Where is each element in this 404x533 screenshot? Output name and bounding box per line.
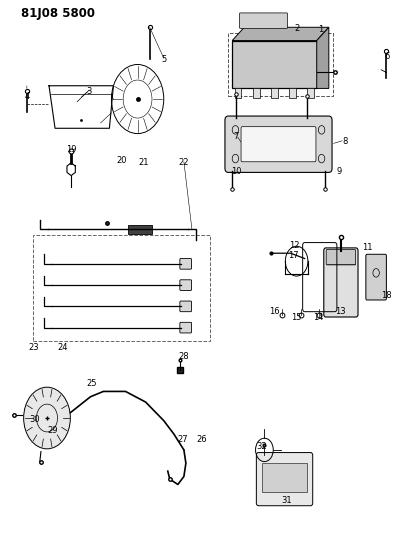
FancyBboxPatch shape: [180, 301, 191, 312]
Text: 18: 18: [381, 291, 392, 300]
FancyBboxPatch shape: [240, 13, 288, 28]
Text: 13: 13: [336, 307, 346, 316]
FancyBboxPatch shape: [180, 322, 191, 333]
Polygon shape: [232, 27, 329, 41]
Text: 21: 21: [139, 158, 149, 167]
FancyBboxPatch shape: [241, 127, 316, 162]
Text: 28: 28: [179, 352, 189, 361]
Text: 14: 14: [314, 312, 324, 321]
FancyBboxPatch shape: [257, 453, 313, 506]
Text: 2: 2: [294, 24, 299, 33]
Text: 10: 10: [231, 167, 242, 176]
Bar: [128, 225, 152, 233]
Text: 25: 25: [86, 379, 97, 388]
Text: 6: 6: [385, 52, 390, 61]
Text: 81J08 5800: 81J08 5800: [21, 7, 95, 20]
Text: 1: 1: [318, 26, 323, 35]
Text: 11: 11: [362, 244, 372, 253]
Text: 26: 26: [197, 435, 207, 444]
Text: 7: 7: [234, 132, 239, 141]
Text: 17: 17: [288, 252, 299, 260]
FancyBboxPatch shape: [232, 41, 317, 88]
Text: 9: 9: [336, 167, 341, 176]
FancyBboxPatch shape: [324, 248, 358, 317]
Text: 31: 31: [281, 496, 292, 505]
FancyBboxPatch shape: [180, 280, 191, 290]
Text: 5: 5: [161, 55, 166, 63]
Text: 27: 27: [177, 435, 188, 444]
Text: 20: 20: [116, 156, 127, 165]
Bar: [33, 235, 210, 341]
Text: 15: 15: [291, 312, 302, 321]
Text: 30: 30: [29, 415, 40, 424]
Bar: [307, 88, 314, 98]
Text: 24: 24: [58, 343, 68, 352]
Text: 23: 23: [29, 343, 40, 352]
Text: 19: 19: [66, 145, 76, 154]
Text: 4: 4: [24, 92, 29, 101]
Bar: [253, 88, 260, 98]
Polygon shape: [317, 27, 329, 88]
Bar: [271, 88, 278, 98]
FancyBboxPatch shape: [225, 116, 332, 172]
FancyBboxPatch shape: [180, 259, 191, 269]
Text: 22: 22: [179, 158, 189, 167]
FancyBboxPatch shape: [366, 254, 386, 300]
Text: 8: 8: [342, 137, 347, 146]
Text: 29: 29: [47, 426, 57, 435]
Bar: [289, 88, 296, 98]
Circle shape: [24, 387, 70, 449]
Text: 3: 3: [86, 86, 92, 95]
Bar: [228, 33, 333, 96]
Bar: [235, 88, 242, 98]
Text: 12: 12: [289, 241, 300, 250]
FancyBboxPatch shape: [326, 249, 356, 265]
Text: 16: 16: [269, 307, 280, 316]
Text: 32: 32: [256, 442, 267, 451]
Bar: [262, 463, 307, 492]
